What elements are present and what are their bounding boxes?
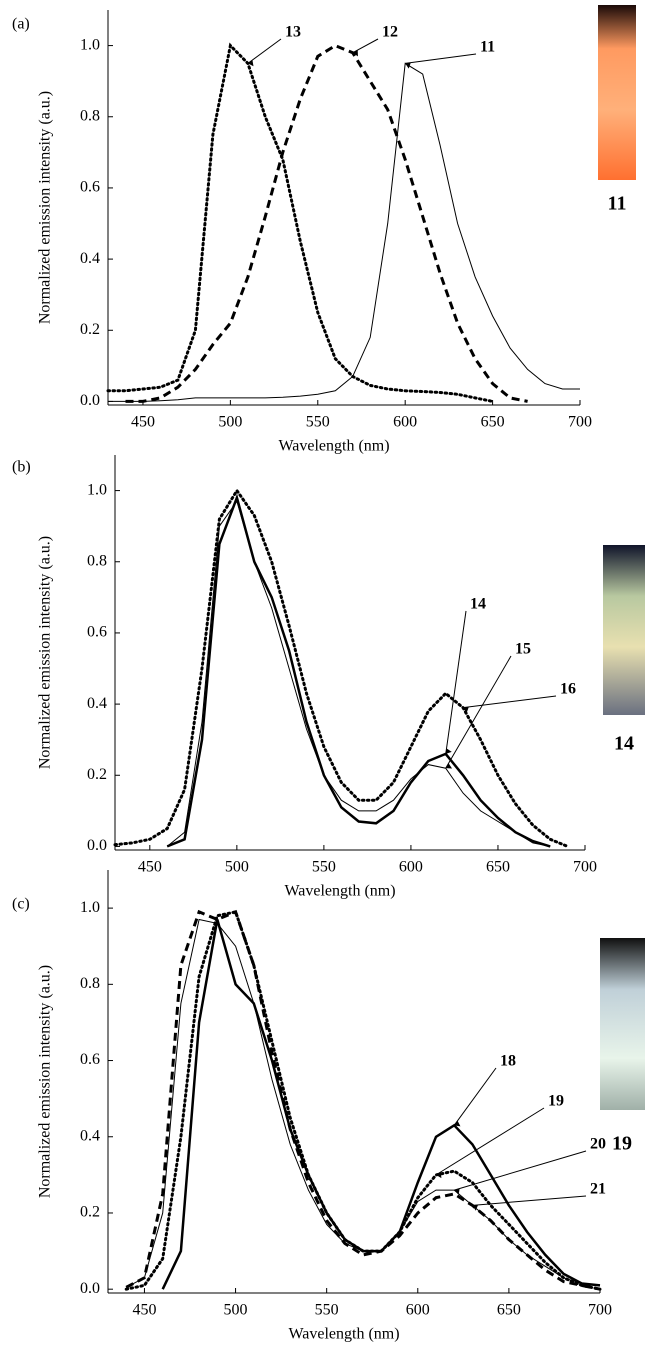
photo-label: 19 — [612, 1133, 632, 1155]
photo-label: 14 — [614, 733, 634, 755]
arrow-head — [247, 60, 254, 67]
arrow-head — [454, 1188, 460, 1195]
y-tick-label: 0.2 — [80, 1204, 100, 1221]
series-label: 16 — [560, 681, 576, 698]
arrow-head — [352, 50, 358, 57]
arrow-head — [445, 763, 453, 769]
y-tick-label: 0.6 — [87, 624, 107, 641]
y-tick-label: 0.8 — [80, 975, 100, 992]
y-axis-label: Normalized emission intensity (a.u.) — [37, 965, 54, 1198]
vial-photo — [598, 5, 636, 180]
x-tick-label: 550 — [306, 414, 330, 431]
series-line — [125, 43, 528, 403]
y-axis-label: Normalized emission intensity (a.u.) — [37, 91, 54, 324]
series-label: 15 — [515, 641, 531, 658]
photo-label: 11 — [608, 193, 627, 215]
x-tick-label: 450 — [132, 1302, 156, 1319]
arrow-head — [463, 706, 469, 713]
series-label: 20 — [590, 1136, 606, 1153]
series-label: 21 — [590, 1181, 606, 1198]
x-tick-label: 600 — [393, 414, 417, 431]
arrow-head — [405, 62, 411, 69]
y-tick-label: 0.6 — [80, 179, 100, 196]
x-tick-label: 650 — [486, 859, 510, 876]
x-tick-label: 450 — [131, 414, 155, 431]
x-axis-label: Wavelength (nm) — [278, 438, 389, 455]
annotation-arrow — [445, 610, 467, 754]
y-tick-label: 0.2 — [80, 321, 100, 338]
x-tick-label: 450 — [138, 859, 162, 876]
x-tick-label: 700 — [568, 414, 592, 431]
series-line — [166, 493, 551, 848]
x-tick-label: 550 — [315, 1302, 339, 1319]
annotation-arrow — [405, 53, 477, 64]
series-line — [125, 909, 601, 1291]
x-tick-label: 500 — [224, 1302, 248, 1319]
y-tick-label: 0.0 — [80, 392, 100, 409]
x-tick-label: 500 — [218, 414, 242, 431]
panel-label: (c) — [12, 896, 30, 913]
annotation-arrow — [453, 1067, 497, 1126]
annotation-arrow — [352, 38, 379, 54]
vial-photo — [600, 938, 645, 1110]
annotation-arrow — [435, 1107, 545, 1176]
arrow-head — [454, 1120, 461, 1127]
y-tick-label: 0.4 — [80, 250, 100, 267]
x-tick-label: 600 — [399, 859, 423, 876]
series-label: 14 — [470, 596, 486, 613]
arrow-head — [445, 748, 452, 754]
y-tick-label: 1.0 — [80, 36, 100, 53]
series-line — [161, 919, 601, 1290]
x-tick-label: 600 — [406, 1302, 430, 1319]
arrow-head — [435, 1171, 442, 1179]
y-tick-label: 0.0 — [87, 837, 107, 854]
series-line — [125, 918, 601, 1288]
series-line — [108, 62, 580, 402]
series-line — [166, 500, 551, 847]
y-tick-label: 0.2 — [87, 766, 107, 783]
y-tick-label: 1.0 — [87, 481, 107, 498]
y-tick-label: 0.8 — [87, 552, 107, 569]
series-label: 18 — [500, 1053, 516, 1070]
x-tick-label: 500 — [225, 859, 249, 876]
annotation-arrow — [454, 1150, 587, 1191]
panel-label: (b) — [12, 459, 31, 476]
series-line — [106, 42, 495, 403]
annotation-arrow — [445, 655, 512, 769]
vial-photo — [603, 545, 645, 715]
y-tick-label: 0.4 — [87, 695, 107, 712]
y-axis-label: Normalized emission intensity (a.u.) — [37, 536, 54, 769]
annotation-arrow — [472, 1195, 587, 1206]
annotation-arrow — [463, 695, 557, 709]
x-axis-label: Wavelength (nm) — [284, 883, 395, 900]
x-tick-label: 700 — [588, 1302, 612, 1319]
y-tick-label: 0.6 — [80, 1051, 100, 1068]
series-line — [113, 487, 570, 848]
series-label: 13 — [285, 24, 301, 41]
x-tick-label: 700 — [573, 859, 597, 876]
x-tick-label: 550 — [312, 859, 336, 876]
y-tick-label: 0.4 — [80, 1127, 100, 1144]
series-label: 11 — [480, 39, 495, 56]
panel-label: (a) — [12, 16, 30, 33]
series-label: 19 — [548, 1093, 564, 1110]
annotation-arrow — [247, 38, 282, 64]
x-axis-label: Wavelength (nm) — [288, 1326, 399, 1343]
arrow-head — [472, 1204, 479, 1211]
x-tick-label: 650 — [481, 414, 505, 431]
y-tick-label: 1.0 — [80, 899, 100, 916]
y-tick-label: 0.0 — [80, 1280, 100, 1297]
x-tick-label: 650 — [497, 1302, 521, 1319]
y-tick-label: 0.8 — [80, 107, 100, 124]
series-label: 12 — [382, 24, 398, 41]
